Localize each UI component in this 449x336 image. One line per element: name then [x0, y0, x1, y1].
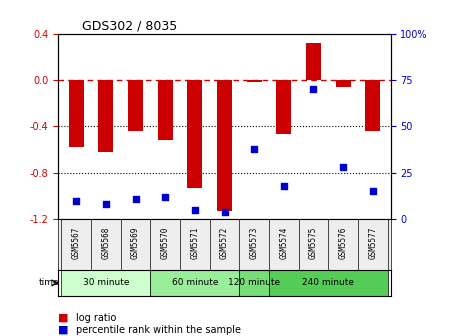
Text: ■: ■ — [58, 312, 69, 323]
Point — [280, 183, 287, 188]
Text: GSM5571: GSM5571 — [190, 227, 199, 259]
Point — [310, 87, 317, 92]
Bar — [128, 80, 143, 131]
Bar — [69, 80, 84, 147]
Bar — [306, 43, 321, 80]
Point — [162, 194, 169, 200]
Point — [251, 146, 258, 151]
Text: GSM5577: GSM5577 — [368, 227, 377, 259]
Bar — [365, 80, 380, 131]
Text: 30 minute: 30 minute — [83, 279, 129, 287]
Bar — [187, 80, 202, 188]
Text: GDS302 / 8035: GDS302 / 8035 — [82, 19, 177, 33]
Point — [369, 188, 376, 194]
Bar — [247, 80, 262, 82]
Text: GSM5567: GSM5567 — [72, 227, 81, 259]
Text: 240 minute: 240 minute — [302, 279, 354, 287]
Text: 60 minute: 60 minute — [172, 279, 218, 287]
Text: GSM5570: GSM5570 — [161, 227, 170, 259]
Text: 120 minute: 120 minute — [228, 279, 280, 287]
FancyBboxPatch shape — [239, 270, 269, 296]
Text: GSM5569: GSM5569 — [131, 227, 140, 259]
Text: ■: ■ — [58, 325, 69, 335]
Point — [73, 198, 80, 203]
Point — [221, 209, 228, 214]
Text: GSM5574: GSM5574 — [279, 227, 288, 259]
Bar — [217, 80, 232, 211]
Point — [339, 165, 347, 170]
Text: time: time — [38, 279, 59, 287]
Point — [191, 207, 198, 213]
Bar — [277, 80, 291, 134]
FancyBboxPatch shape — [150, 270, 239, 296]
FancyBboxPatch shape — [269, 270, 387, 296]
Text: percentile rank within the sample: percentile rank within the sample — [76, 325, 241, 335]
Text: log ratio: log ratio — [76, 312, 117, 323]
Bar — [98, 80, 113, 152]
Bar — [158, 80, 172, 140]
Text: GSM5573: GSM5573 — [250, 227, 259, 259]
Bar — [336, 80, 351, 87]
Point — [102, 202, 110, 207]
FancyBboxPatch shape — [62, 270, 150, 296]
Point — [132, 196, 139, 201]
Text: GSM5568: GSM5568 — [101, 227, 110, 259]
Text: GSM5576: GSM5576 — [339, 227, 348, 259]
Text: GSM5575: GSM5575 — [309, 227, 318, 259]
Text: GSM5572: GSM5572 — [220, 227, 229, 259]
